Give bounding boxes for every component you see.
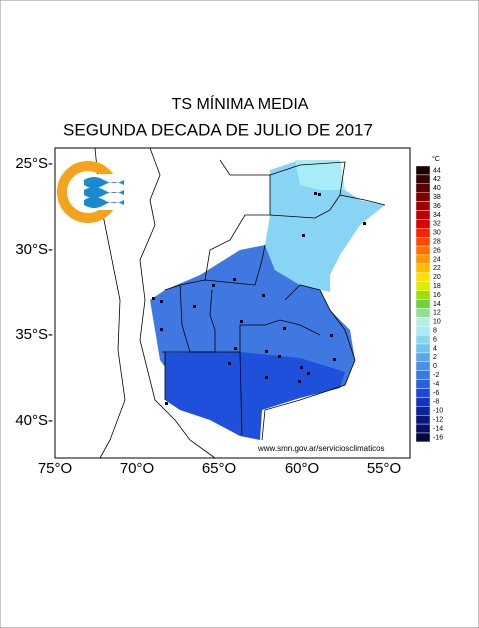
legend-swatch	[415, 272, 431, 282]
legend-swatch	[415, 254, 431, 265]
legend-swatch	[415, 326, 431, 336]
legend-swatch	[415, 397, 431, 407]
legend-swatch	[415, 423, 431, 434]
lon-axis: 75°O 70°O 65°O 60°O 55°O	[38, 460, 401, 477]
lon-label: 70°O	[120, 460, 154, 477]
legend-label: 28	[433, 238, 441, 245]
legend-label: 38	[433, 194, 441, 201]
legend-label: -2	[433, 372, 439, 379]
legend-label: -4	[433, 381, 439, 388]
legend-label: 34	[433, 212, 441, 219]
legend-swatch	[415, 352, 431, 362]
legend-label: 6	[433, 336, 437, 343]
legend-label: 36	[433, 203, 441, 210]
legend-label: -10	[433, 408, 443, 415]
legend-label: 32	[433, 221, 441, 228]
legend-swatch	[415, 245, 431, 256]
legend-label: 44	[433, 167, 441, 174]
credit: www.smn.gov.ar/serviciosclimaticos	[257, 444, 385, 453]
legend-label: 42	[433, 176, 441, 183]
legend-label: 16	[433, 292, 441, 299]
legend-label: 4	[433, 345, 437, 352]
temperature-zone	[265, 160, 385, 292]
lon-label: 55°O	[367, 460, 401, 477]
map-area: www.smn.gov.ar/serviciosclimaticos	[54, 147, 411, 459]
title: TS MÍNIMA MEDIA	[172, 94, 309, 113]
lat-label: 35°S-	[15, 326, 53, 343]
legend-label: 24	[433, 256, 441, 263]
lon-label: 75°O	[38, 460, 72, 477]
subtitle: SEGUNDA DECADA DE JULIO DE 2017	[63, 120, 373, 139]
lat-axis: 25°S- 30°S- 35°S- 40°S-	[15, 155, 53, 429]
lat-label: 30°S-	[15, 241, 53, 258]
temperature-zone	[165, 352, 345, 440]
legend-swatch	[415, 192, 431, 202]
legend-label: 26	[433, 247, 441, 254]
legend-label: 14	[433, 301, 441, 308]
stations	[152, 192, 366, 405]
legend-swatch	[415, 201, 431, 211]
legend-label: -8	[433, 399, 439, 406]
legend-label: 8	[433, 327, 437, 334]
legend-swatch	[415, 236, 431, 247]
legend-label: -16	[433, 434, 443, 441]
legend-label: 20	[433, 274, 441, 281]
legend-label: 18	[433, 283, 441, 290]
legend-swatch	[415, 219, 431, 229]
legend-swatch	[415, 379, 431, 389]
legend-swatch	[415, 343, 431, 354]
temperature-zone	[295, 160, 345, 190]
legend-swatch	[415, 308, 431, 318]
legend-swatch	[415, 361, 431, 371]
legend-label: 40	[433, 185, 441, 192]
legend-swatch	[415, 290, 431, 300]
legend-swatch	[415, 210, 431, 220]
legend-label: -6	[433, 390, 439, 397]
legend-swatch	[415, 165, 431, 176]
legend-swatch	[415, 183, 431, 193]
legend-swatch	[415, 299, 431, 309]
legend-label: 2	[433, 354, 437, 361]
legend-label: 22	[433, 265, 441, 272]
logo	[57, 161, 124, 223]
legend-swatch	[415, 334, 431, 345]
legend-label: 30	[433, 230, 441, 237]
lon-label: 65°O	[202, 460, 236, 477]
legend-swatch	[415, 406, 431, 416]
color-legend: °C 4442403836343230282624222018161412108…	[415, 155, 443, 443]
legend-swatch	[415, 174, 431, 184]
legend-swatch	[415, 281, 431, 291]
legend-label: -14	[433, 425, 443, 432]
legend-label: 0	[433, 363, 437, 370]
legend-swatch	[415, 317, 431, 327]
lat-label: 25°S-	[15, 155, 53, 172]
legend-swatch	[415, 415, 431, 425]
legend-label: -12	[433, 416, 443, 423]
lon-label: 60°O	[285, 460, 319, 477]
legend-swatch	[415, 432, 431, 443]
legend-swatch	[415, 228, 431, 238]
legend-label: 12	[433, 310, 441, 317]
legend-swatch	[415, 388, 431, 398]
lat-label: 40°S-	[15, 412, 53, 429]
legend-unit: °C	[432, 155, 440, 163]
legend-swatch	[415, 370, 431, 380]
legend-label: 10	[433, 319, 441, 326]
legend-swatch	[415, 263, 431, 273]
